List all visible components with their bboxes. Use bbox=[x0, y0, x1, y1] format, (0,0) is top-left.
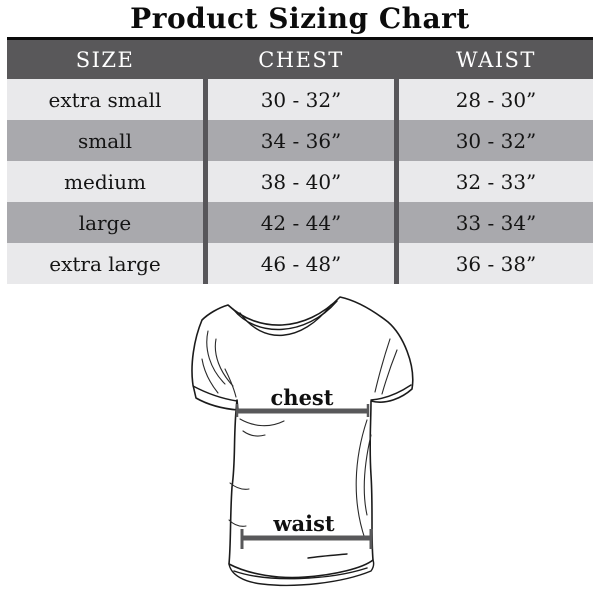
tshirt-illustration: chest waist bbox=[191, 296, 414, 587]
chest-cell: 38 - 40” bbox=[260, 169, 342, 194]
collar-band bbox=[232, 300, 338, 336]
table-row: small 34 - 36” 30 - 32” bbox=[7, 120, 593, 161]
table-row: medium 38 - 40” 32 - 33” bbox=[7, 161, 593, 202]
column-divider bbox=[203, 161, 208, 202]
wrinkle-lines bbox=[201, 330, 398, 540]
chest-cell: 42 - 44” bbox=[260, 210, 342, 235]
column-divider bbox=[203, 202, 208, 243]
column-divider bbox=[203, 120, 208, 161]
column-divider bbox=[203, 243, 208, 284]
header-waist: WAIST bbox=[456, 47, 536, 72]
chest-cell: 34 - 36” bbox=[260, 128, 342, 153]
column-divider bbox=[394, 120, 399, 161]
waist-cell: 28 - 30” bbox=[455, 87, 537, 112]
chest-cell: 46 - 48” bbox=[260, 251, 342, 276]
waist-cell: 30 - 32” bbox=[455, 128, 537, 153]
chest-label: chest bbox=[271, 385, 334, 410]
header-chest: CHEST bbox=[258, 47, 344, 72]
size-cell: small bbox=[78, 128, 132, 153]
page-title: Product Sizing Chart bbox=[130, 2, 470, 35]
sizing-table: SIZE CHEST WAIST extra small 30 - 32” 28… bbox=[7, 37, 593, 284]
column-divider bbox=[394, 243, 399, 284]
column-divider bbox=[394, 202, 399, 243]
table-row: large 42 - 44” 33 - 34” bbox=[7, 202, 593, 243]
waist-cell: 36 - 38” bbox=[455, 251, 537, 276]
waist-cell: 33 - 34” bbox=[455, 210, 537, 235]
size-cell: large bbox=[78, 210, 132, 235]
column-divider bbox=[394, 161, 399, 202]
column-divider bbox=[203, 79, 208, 120]
table-header-row: SIZE CHEST WAIST bbox=[7, 40, 593, 79]
size-cell: extra small bbox=[48, 87, 162, 112]
table-row: extra large 46 - 48” 36 - 38” bbox=[7, 243, 593, 284]
column-divider bbox=[394, 79, 399, 120]
waist-label: waist bbox=[272, 511, 334, 536]
table-row: extra small 30 - 32” 28 - 30” bbox=[7, 79, 593, 120]
bottom-hem bbox=[228, 553, 375, 587]
header-size: SIZE bbox=[75, 47, 135, 72]
chest-cell: 30 - 32” bbox=[260, 87, 342, 112]
waist-cell: 32 - 33” bbox=[455, 169, 537, 194]
size-cell: extra large bbox=[49, 251, 161, 276]
sleeve-cuffs bbox=[192, 384, 412, 402]
size-cell: medium bbox=[64, 169, 146, 194]
